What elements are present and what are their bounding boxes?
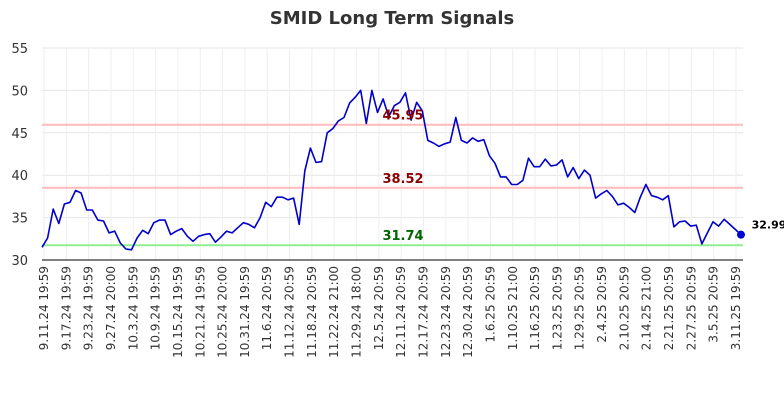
x-tick-label: 11.29.24 18:00 (350, 266, 364, 358)
x-tick-label: 2.4.25 20:59 (595, 266, 609, 343)
grid (42, 47, 743, 261)
x-tick-label: 2.21.25 20:59 (662, 266, 676, 350)
x-tick-label: 12.17.24 20:59 (416, 266, 430, 358)
y-tick-label: 35 (11, 212, 28, 227)
x-tick-label: 11.18.24 20:59 (305, 266, 319, 358)
x-tick-label: 11.22.24 21:00 (327, 266, 341, 358)
x-tick-label: 3.11.25 19:59 (729, 266, 743, 350)
chart-title: SMID Long Term Signals (269, 8, 515, 29)
x-tick-label: 12.5.24 20:59 (372, 266, 386, 350)
x-tick-label: 1.16.25 20:59 (528, 266, 542, 350)
x-tick-label: 10.31.24 19:59 (238, 266, 252, 358)
x-tick-label: 11.6.24 20:59 (260, 266, 274, 350)
x-tick-label: 9.17.24 19:59 (59, 266, 73, 350)
x-tick-label: 3.5.25 20:59 (707, 266, 721, 343)
x-tick-label: 9.23.24 19:59 (82, 266, 96, 350)
x-tick-label: 12.23.24 20:59 (439, 266, 453, 358)
last-value-marker (737, 230, 745, 239)
y-tick-label: 40 (11, 169, 28, 184)
x-tick-label: 1.6.25 20:59 (483, 266, 497, 343)
x-tick-label: 10.21.24 19:59 (193, 266, 207, 358)
y-tick-label: 50 (11, 84, 28, 99)
x-tick-label: 10.9.24 19:59 (149, 266, 163, 350)
labels: 45.95 38.52 31.74 32.99 (382, 109, 784, 245)
series (41, 89, 745, 251)
axes: 30 35 40 45 50 55 9.11.24 19:59 9.17.24 19:59 9.… (11, 42, 743, 358)
x-tick-label: 12.30.24 20:59 (461, 266, 475, 358)
x-tick-label: 1.23.25 20:59 (550, 266, 564, 350)
y-tick-label: 30 (11, 254, 28, 269)
x-tick-label: 12.11.24 20:59 (394, 266, 408, 358)
x-tick-label: 11.12.24 20:59 (283, 266, 297, 358)
reference-line-label: 38.52 (382, 172, 423, 187)
x-tick-label: 1.10.25 21:00 (506, 266, 520, 350)
x-tick-label: 2.14.25 21:00 (640, 266, 654, 350)
reference-lines (42, 123, 743, 247)
y-tick-label: 55 (11, 42, 28, 57)
x-tick-label: 10.15.24 19:59 (171, 266, 185, 358)
x-tick-label: 10.25.24 20:00 (216, 266, 230, 358)
reference-line-label: 45.95 (382, 109, 423, 124)
y-tick-label: 45 (11, 127, 28, 142)
x-tick-label: 9.11.24 19:59 (37, 266, 51, 350)
reference-line-label: 31.74 (382, 229, 423, 244)
x-tick-label: 9.27.24 20:00 (104, 266, 118, 350)
x-tick-label: 2.10.25 20:59 (617, 266, 631, 350)
x-tick-label: 1.29.25 20:59 (573, 266, 587, 350)
series-line (41, 89, 742, 251)
x-tick-label: 10.3.24 19:59 (126, 266, 140, 350)
last-value-label: 32.99 (752, 219, 784, 232)
x-tick-label: 2.27.25 20:59 (684, 266, 698, 350)
